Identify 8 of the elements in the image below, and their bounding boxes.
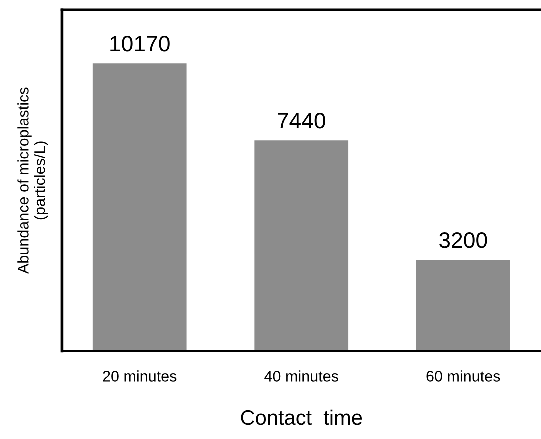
x-tick-label: 60 minutes	[426, 370, 500, 382]
x-tick-label: 20 minutes	[103, 370, 177, 382]
x-axis-title: Contact time	[241, 410, 362, 426]
x-tick-label: 40 minutes	[264, 370, 338, 382]
y-axis-title: Abundance of microplastics (particles/L)	[18, 88, 48, 274]
data-label: 10170	[110, 36, 170, 52]
data-label: 7440	[278, 113, 326, 129]
data-label: 3200	[439, 232, 488, 248]
